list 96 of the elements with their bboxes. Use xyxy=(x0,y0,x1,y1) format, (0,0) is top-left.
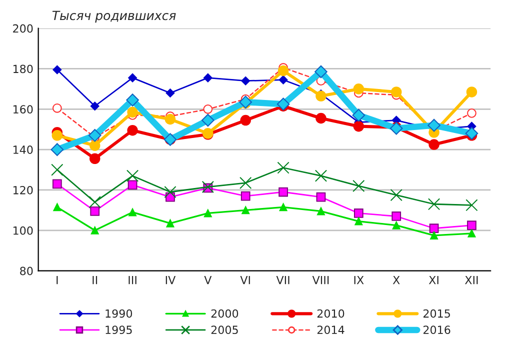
y-tick-label: 160 xyxy=(13,105,33,114)
point xyxy=(127,106,138,118)
point xyxy=(352,108,366,122)
point xyxy=(354,217,363,226)
point xyxy=(203,73,212,82)
point xyxy=(240,191,250,201)
point xyxy=(316,90,326,102)
legend-label: 2015 xyxy=(423,309,450,318)
legend-label: 1995 xyxy=(106,326,132,334)
point xyxy=(429,224,439,234)
point xyxy=(353,84,364,94)
point xyxy=(353,120,364,132)
point xyxy=(89,140,100,151)
point xyxy=(278,187,288,197)
point xyxy=(128,73,137,82)
point xyxy=(314,170,328,182)
point xyxy=(88,129,102,142)
point xyxy=(90,206,100,216)
x-tick-label: VIII xyxy=(312,276,329,284)
x-tick-label: III xyxy=(128,276,136,284)
point xyxy=(430,231,438,240)
point xyxy=(466,199,478,212)
x-tick-label: XI xyxy=(428,276,438,284)
point xyxy=(50,143,64,156)
x-tick-label: V xyxy=(204,276,212,284)
x-tick-label: VII xyxy=(276,276,290,284)
point xyxy=(52,130,63,141)
point xyxy=(392,221,400,230)
point xyxy=(316,192,326,202)
point xyxy=(166,88,175,98)
point xyxy=(465,126,478,140)
point xyxy=(164,114,176,125)
chart-title: Тысяч родившихся xyxy=(52,10,176,23)
point xyxy=(468,229,476,238)
y-tick-label: 200 xyxy=(13,24,33,33)
point xyxy=(467,108,476,118)
point xyxy=(166,219,174,228)
point xyxy=(202,180,214,194)
legend-label: 2014 xyxy=(317,326,344,334)
point xyxy=(278,75,288,84)
point xyxy=(88,196,101,208)
x-tick-label: XII xyxy=(464,276,478,284)
point xyxy=(164,186,176,198)
point xyxy=(204,209,212,218)
point xyxy=(428,198,440,210)
legend-label: 2010 xyxy=(317,309,344,318)
point xyxy=(128,208,137,216)
point xyxy=(241,76,250,86)
point xyxy=(428,139,440,150)
y-tick-label: 140 xyxy=(13,146,33,154)
point xyxy=(466,86,478,98)
point xyxy=(390,86,402,98)
point xyxy=(52,65,62,74)
point xyxy=(314,65,328,78)
legend-label: 1990 xyxy=(106,309,132,318)
point xyxy=(277,162,290,174)
point xyxy=(279,203,288,212)
point xyxy=(89,153,100,164)
legend-label: 2016 xyxy=(423,326,450,334)
point xyxy=(126,94,139,106)
point xyxy=(126,170,139,182)
point xyxy=(240,114,251,126)
legend-label: 2005 xyxy=(211,326,238,334)
point xyxy=(128,180,138,190)
point xyxy=(316,207,325,216)
y-tick-label: 180 xyxy=(13,64,33,74)
x-tick-label: VI xyxy=(240,276,250,284)
x-tick-label: X xyxy=(392,276,400,284)
point xyxy=(428,118,440,132)
y-tick-label: 100 xyxy=(13,226,33,235)
point xyxy=(240,176,252,189)
y-tick-label: 120 xyxy=(13,186,33,194)
point xyxy=(51,164,64,176)
point xyxy=(276,98,290,111)
point xyxy=(127,124,138,136)
point xyxy=(467,220,476,230)
point xyxy=(90,102,100,111)
point xyxy=(90,226,99,234)
point xyxy=(354,208,364,218)
x-tick-label: II xyxy=(92,276,98,284)
point xyxy=(278,65,289,76)
x-tick-label: IX xyxy=(354,276,364,284)
point xyxy=(203,104,213,114)
point xyxy=(53,203,62,212)
y-tick-label: 80 xyxy=(20,266,33,276)
point xyxy=(202,114,214,127)
point xyxy=(392,212,402,221)
point xyxy=(52,179,62,189)
point xyxy=(316,112,326,124)
point xyxy=(390,188,402,202)
x-tick-label: I xyxy=(56,276,58,284)
point xyxy=(52,103,62,113)
point xyxy=(352,180,365,192)
point xyxy=(242,206,250,214)
legend-label: 2000 xyxy=(211,309,238,318)
x-tick-label: IV xyxy=(166,276,176,284)
